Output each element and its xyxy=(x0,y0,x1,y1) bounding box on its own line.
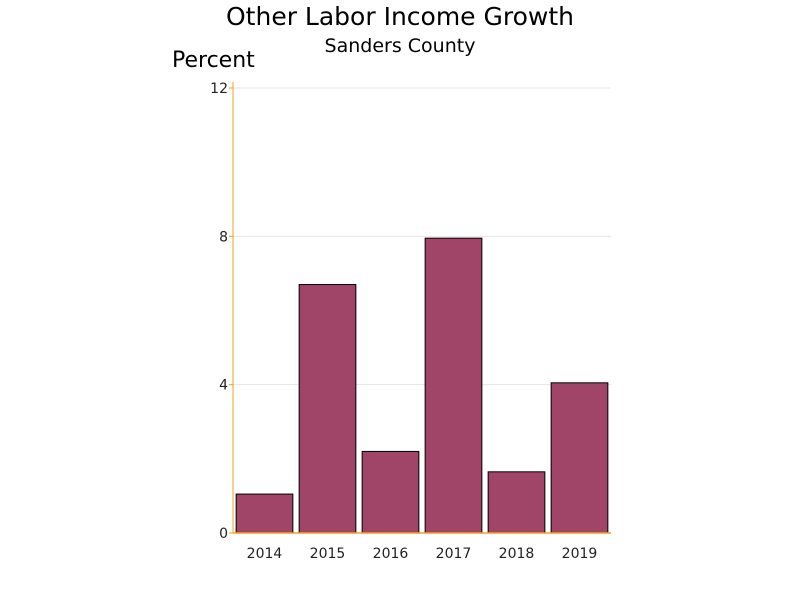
y-axis-label: Percent xyxy=(172,48,255,73)
x-tick-label: 2015 xyxy=(310,546,346,562)
bars xyxy=(235,237,609,534)
y-tick-label: 8 xyxy=(219,229,228,245)
x-tick-label: 2017 xyxy=(436,546,472,562)
chart-subtitle: Sanders County xyxy=(325,35,476,57)
tick-labels: 0 4 8 12 2014 2015 2016 2017 2018 2019 xyxy=(210,81,597,562)
x-tick-label: 2014 xyxy=(247,546,283,562)
bar-2018 xyxy=(487,471,546,534)
y-tick-label: 4 xyxy=(219,378,228,394)
y-tick-label: 0 xyxy=(219,526,228,542)
axes xyxy=(229,82,611,534)
bar-2015 xyxy=(298,284,357,534)
x-tick-label: 2018 xyxy=(499,546,535,562)
bar-2017 xyxy=(424,237,483,534)
chart-title: Other Labor Income Growth xyxy=(226,2,574,31)
bar-2016 xyxy=(361,450,420,534)
y-tick-label: 12 xyxy=(210,81,228,97)
x-tick-label: 2019 xyxy=(562,546,598,562)
bar-2014 xyxy=(235,493,294,534)
grid-lines xyxy=(233,87,611,386)
x-tick-label: 2016 xyxy=(373,546,409,562)
bar-2019 xyxy=(550,382,609,534)
